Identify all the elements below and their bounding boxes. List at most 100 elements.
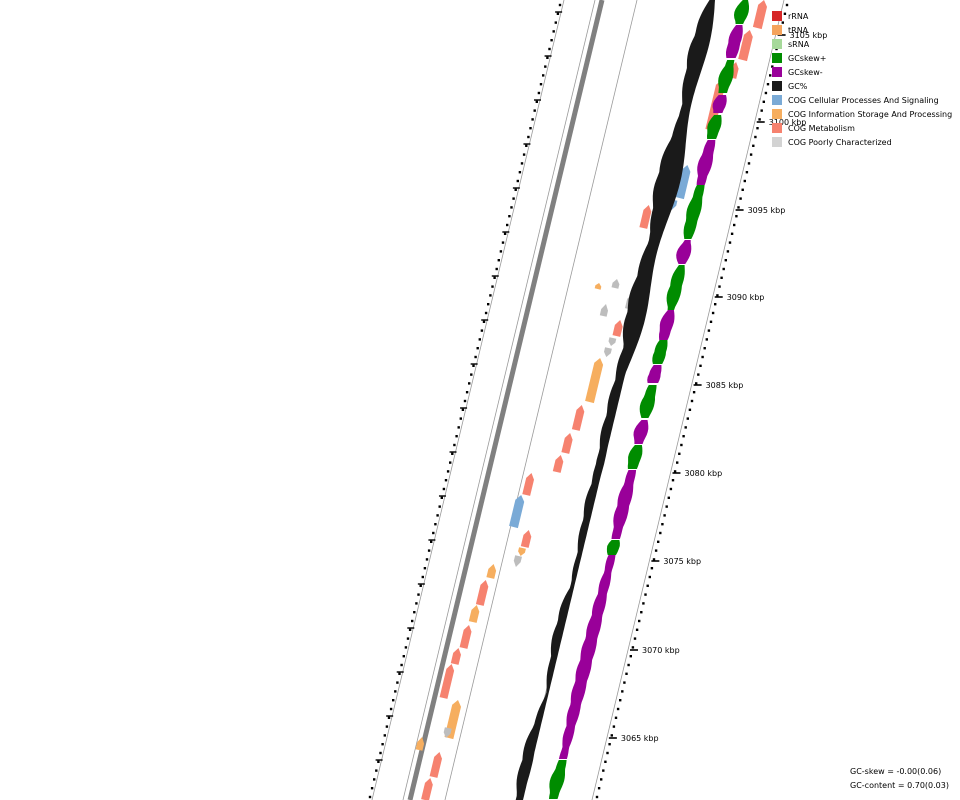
- scale-dot: [459, 417, 462, 420]
- scale-dot: [396, 681, 399, 684]
- scale-dot: [684, 426, 687, 429]
- scale-dot: [470, 373, 473, 376]
- scale-dot: [735, 215, 738, 218]
- scale-dot: [726, 250, 730, 253]
- scale-dot: [368, 795, 372, 799]
- gc-skew-stat: GC-skew = -0.00(0.06): [850, 767, 942, 776]
- scale-label: 3105 kbp: [790, 31, 828, 40]
- scale-dot: [442, 487, 446, 491]
- scale-dot: [461, 408, 465, 411]
- gc-skew-segment: [726, 25, 743, 58]
- scale-dot: [733, 223, 736, 227]
- scale-dot: [629, 655, 632, 658]
- scale-dot: [514, 188, 517, 191]
- legend-swatch: [772, 81, 782, 91]
- scale-dot: [436, 514, 439, 517]
- scale-dot: [703, 347, 706, 350]
- legend-label: COG Poorly Characterized: [788, 137, 892, 147]
- legend-label: rRNA: [788, 11, 809, 21]
- legend-label: COG Metabolism: [788, 123, 855, 133]
- scale-dot: [661, 523, 664, 526]
- scale-dot: [552, 30, 555, 33]
- gc-skew-segment: [683, 185, 705, 239]
- gene-arrow: [429, 752, 442, 778]
- gc-skew-segment: [718, 60, 735, 93]
- scale-dot: [741, 188, 744, 191]
- scale-dot: [423, 567, 427, 570]
- scale-dot: [402, 655, 405, 658]
- scale-dot: [512, 197, 515, 200]
- scale-dot: [663, 514, 666, 517]
- scale-dot: [625, 672, 628, 675]
- gene-arrow: [571, 405, 585, 431]
- scale-dot: [769, 74, 772, 77]
- scale-dot: [370, 787, 374, 790]
- scale-dot: [785, 3, 789, 7]
- scale-dot: [749, 153, 753, 156]
- scale-dot: [385, 725, 389, 728]
- scale-dot: [722, 267, 725, 271]
- scale-dot: [690, 399, 694, 403]
- scale-dot: [472, 364, 475, 367]
- ring-line: [371, 0, 565, 800]
- scale-dot: [657, 540, 660, 543]
- scale-dot: [432, 531, 435, 535]
- gene-arrow: [522, 473, 534, 496]
- scale-dot: [673, 470, 677, 473]
- scale-dot: [716, 294, 719, 297]
- gc-skew-segment: [676, 240, 692, 264]
- legend-swatch: [772, 67, 782, 77]
- scale-dot: [465, 391, 469, 394]
- scale-dot: [455, 435, 458, 438]
- scale-dot: [430, 540, 433, 543]
- legend: rRNA tRNA sRNA GCskew+ GCskew- GC% COG Cellula…: [772, 9, 952, 149]
- scale-dot: [546, 56, 549, 59]
- scale-dot: [529, 127, 532, 130]
- scale-dot: [508, 215, 511, 218]
- scale-dot: [389, 707, 393, 711]
- scale-dot: [413, 611, 416, 614]
- legend-label: COG Cellular Processes And Signaling: [788, 95, 939, 105]
- scale-dot: [394, 690, 397, 693]
- gene-arrow: [612, 320, 623, 337]
- gc-skew-segment: [659, 310, 675, 340]
- scale-label: 3085 kbp: [706, 381, 744, 390]
- legend-swatch: [772, 137, 782, 147]
- gene-arrow: [421, 778, 433, 800]
- legend-label: tRNA: [788, 25, 809, 35]
- scale-dot: [531, 118, 534, 121]
- gc-skew-segment: [647, 365, 662, 383]
- scale-dot: [760, 109, 763, 112]
- scale-dot: [659, 531, 662, 535]
- scale-dot: [621, 690, 624, 693]
- scale-dot: [478, 338, 481, 341]
- scale-dot: [400, 663, 403, 667]
- scale-dot: [537, 91, 541, 95]
- scale-dot: [783, 12, 787, 15]
- scale-dot: [415, 602, 418, 605]
- scale-label: 3080 kbp: [685, 469, 723, 478]
- scale-dot: [493, 276, 496, 279]
- gc-skew-segment: [712, 95, 727, 113]
- scale-dot: [444, 479, 448, 482]
- scale-dot: [451, 452, 454, 455]
- legend-item: sRNA: [772, 37, 952, 51]
- legend-swatch: [772, 25, 782, 35]
- scale-dot: [631, 646, 635, 649]
- scale-dot: [438, 505, 441, 508]
- scale-dot: [427, 549, 431, 552]
- gene-arrow: [675, 165, 691, 200]
- scale-dot: [377, 760, 380, 763]
- gene-arrow: [604, 347, 612, 357]
- scale-dot: [398, 672, 401, 675]
- scale-dot: [654, 549, 658, 552]
- scale-dot: [699, 364, 702, 367]
- gene-arrow: [475, 580, 489, 606]
- scale-dot: [520, 162, 524, 165]
- scale-dot: [539, 83, 543, 86]
- scale-dot: [714, 303, 717, 306]
- gene-arrow: [639, 205, 652, 229]
- gene-arrow: [415, 737, 425, 751]
- scale-dot: [449, 461, 452, 464]
- scale-dot: [434, 523, 437, 526]
